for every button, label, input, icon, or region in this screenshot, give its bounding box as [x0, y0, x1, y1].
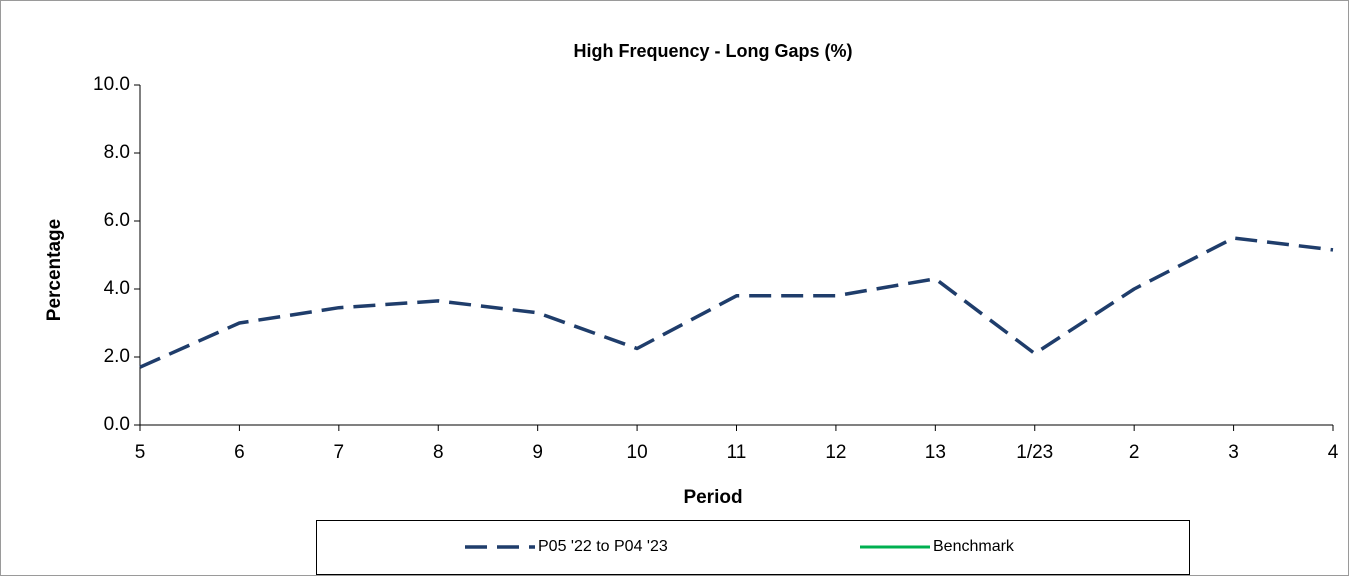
- x-tick-label: 11: [727, 442, 747, 463]
- chart-title: High Frequency - Long Gaps (%): [573, 41, 852, 61]
- y-tick-label: 10.0: [93, 74, 130, 95]
- x-tick-label: 2: [1129, 442, 1140, 463]
- x-tick-label: 9: [532, 442, 543, 463]
- x-tick-label: 1/23: [1016, 442, 1053, 463]
- x-tick-label: 7: [334, 442, 345, 463]
- series-line: [139, 236, 1334, 369]
- x-tick-label: 8: [433, 442, 444, 463]
- y-tick-label: 6.0: [104, 210, 130, 231]
- y-tick-label: 4.0: [104, 278, 130, 299]
- x-tick-label: 6: [234, 442, 245, 463]
- y-tick-label: 0.0: [104, 414, 130, 435]
- legend-box: [316, 520, 1190, 575]
- y-tick-label: 8.0: [104, 142, 130, 163]
- x-tick-label: 12: [825, 442, 846, 463]
- x-tick-label: 3: [1228, 442, 1239, 463]
- x-tick-label: 13: [925, 442, 946, 463]
- x-axis-label: Period: [683, 487, 742, 508]
- x-tick-label: 5: [135, 442, 146, 463]
- x-tick-label: 4: [1328, 442, 1339, 463]
- legend-label: P05 '22 to P04 '23: [538, 538, 668, 555]
- y-axis-label: Percentage: [44, 219, 65, 321]
- x-tick-label: 10: [627, 442, 648, 463]
- y-tick-label: 2.0: [104, 346, 130, 367]
- legend-label: Benchmark: [933, 538, 1015, 555]
